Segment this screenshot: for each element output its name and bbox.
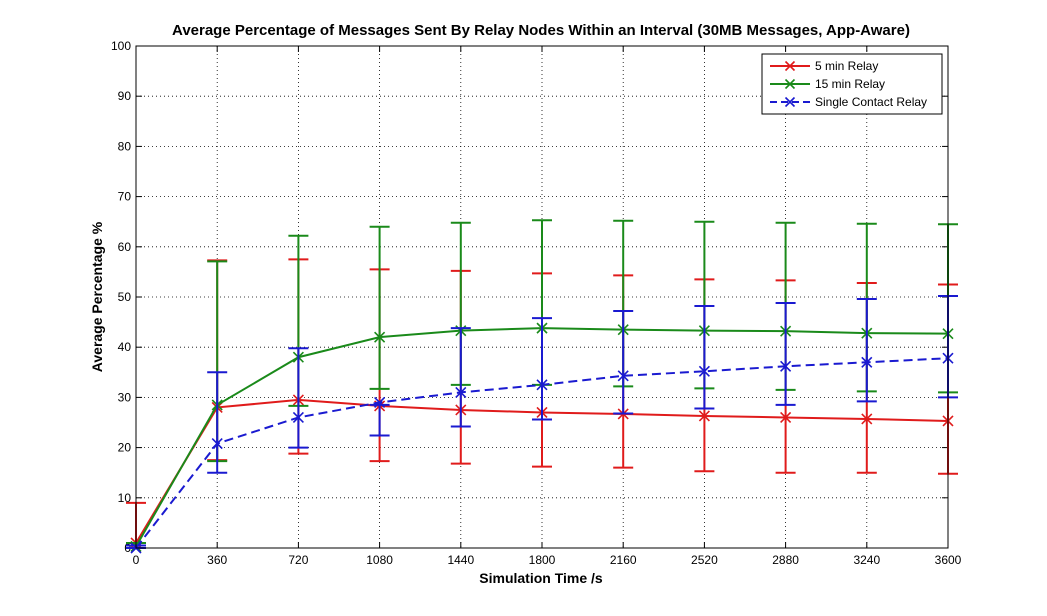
- legend-label: 15 min Relay: [815, 77, 885, 91]
- y-tick-label: 20: [118, 441, 132, 455]
- data-point-marker: [374, 331, 386, 343]
- y-tick-label: 70: [118, 190, 132, 204]
- x-tick-label: 0: [133, 553, 140, 567]
- x-tick-label: 2880: [772, 553, 799, 567]
- y-tick-label: 40: [118, 340, 132, 354]
- data-point-marker: [698, 365, 710, 377]
- y-tick-label: 100: [111, 39, 131, 53]
- legend-label: 5 min Relay: [815, 59, 878, 73]
- data-point-marker: [861, 413, 873, 425]
- y-tick-label: 80: [118, 139, 132, 153]
- x-tick-label: 720: [288, 553, 308, 567]
- y-tick-label: 90: [118, 89, 132, 103]
- chart-title: Average Percentage of Messages Sent By R…: [172, 22, 910, 39]
- legend-marker: [784, 78, 796, 90]
- data-point-marker: [455, 386, 467, 398]
- data-point-marker: [780, 360, 792, 372]
- legend: 5 min Relay 15 min Relay Single Contact Re…: [761, 53, 943, 115]
- legend-marker: [784, 60, 796, 72]
- x-tick-label: 360: [207, 553, 227, 567]
- legend-label: Single Contact Relay: [815, 95, 927, 109]
- y-tick-label: 30: [118, 390, 132, 404]
- x-tick-label: 3600: [935, 553, 962, 567]
- data-point-marker: [617, 370, 629, 382]
- y-tick-label: 50: [118, 290, 132, 304]
- x-tick-label: 2160: [610, 553, 637, 567]
- y-tick-label: 10: [118, 491, 132, 505]
- x-tick-label: 2520: [691, 553, 718, 567]
- x-tick-label: 1440: [447, 553, 474, 567]
- y-tick-label: 60: [118, 240, 132, 254]
- data-point-marker: [292, 411, 304, 424]
- x-axis-label: Simulation Time /s: [479, 570, 603, 586]
- data-point-marker: [374, 396, 386, 408]
- x-tick-label: 1080: [366, 553, 393, 567]
- data-point-marker: [211, 438, 223, 450]
- data-point-marker: [861, 356, 873, 368]
- y-axis-label: Average Percentage %: [89, 221, 105, 372]
- data-point-marker: [698, 410, 710, 422]
- data-point-marker: [780, 411, 792, 424]
- axis-ticks: 0360720108014401800216025202880324036000…: [111, 39, 962, 567]
- data-point-marker: [536, 379, 548, 391]
- legend-marker: [784, 96, 796, 108]
- x-tick-label: 1800: [529, 553, 556, 567]
- x-tick-label: 3240: [853, 553, 880, 567]
- plot-frame: [135, 45, 949, 549]
